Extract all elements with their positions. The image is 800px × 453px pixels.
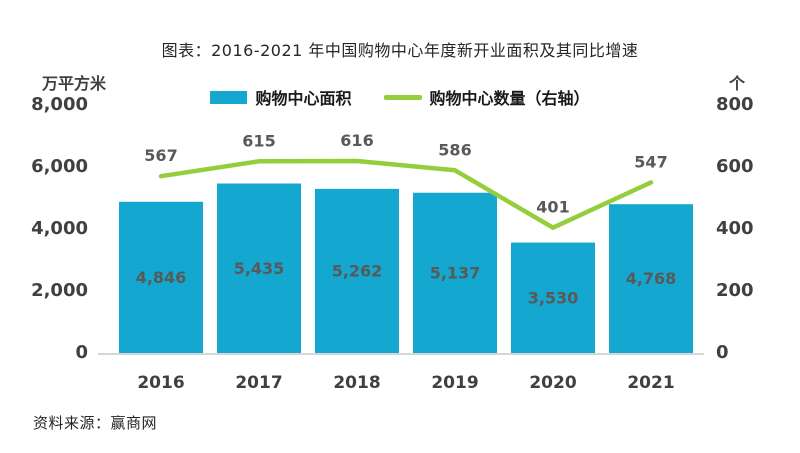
line-value-label: 586 — [438, 140, 471, 159]
bar-value-label: 5,435 — [234, 259, 285, 278]
legend-bar-swatch-icon — [210, 90, 248, 104]
bar-value-label: 4,846 — [136, 268, 187, 287]
left-axis-tick: 0 — [75, 342, 88, 363]
bar-value-label: 4,768 — [626, 269, 677, 288]
legend-label-count: 购物中心数量（右轴） — [429, 89, 590, 108]
bar-2018 — [315, 188, 399, 353]
bar-2019 — [413, 192, 497, 353]
left-axis-tick: 8,000 — [31, 94, 88, 115]
year-label-2016: 2016 — [137, 373, 184, 393]
legend: 购物中心面积 购物中心数量（右轴） — [0, 85, 800, 109]
legend-line-swatch-icon — [383, 94, 422, 100]
line-value-label: 547 — [634, 152, 667, 171]
right-axis-tick: 600 — [716, 156, 754, 177]
line-value-label: 567 — [144, 146, 177, 165]
legend-item-area: 购物中心面积 — [210, 85, 352, 109]
left-axis-tick: 6,000 — [31, 156, 88, 177]
bar-value-label: 5,262 — [332, 261, 383, 280]
bar-value-label: 5,137 — [430, 263, 481, 282]
legend-label-area: 购物中心面积 — [255, 89, 352, 108]
count-line — [158, 158, 654, 230]
year-label-2018: 2018 — [333, 373, 380, 393]
year-label-2021: 2021 — [627, 373, 674, 393]
year-label-2020: 2020 — [529, 373, 576, 393]
bar-value-label: 3,530 — [528, 288, 579, 307]
right-axis-unit: 个 — [729, 74, 746, 93]
line-value-label: 401 — [536, 198, 569, 217]
right-axis-tick: 800 — [716, 94, 754, 115]
year-label-2019: 2019 — [431, 373, 478, 393]
bar-2017 — [217, 183, 301, 353]
source-note: 资料来源：赢商网 — [33, 414, 158, 432]
bar-2016 — [119, 201, 203, 353]
bar-2021 — [609, 204, 693, 353]
right-axis-tick: 0 — [716, 342, 729, 363]
right-axis-tick: 200 — [716, 280, 754, 301]
bar-2020 — [511, 242, 595, 353]
chart-title: 图表：2016-2021 年中国购物中心年度新开业面积及其同比增速 — [161, 41, 639, 60]
legend-item-count: 购物中心数量（右轴） — [383, 85, 590, 109]
left-axis-unit: 万平方米 — [42, 74, 107, 93]
line-value-label: 615 — [242, 131, 275, 150]
line-value-label: 616 — [340, 131, 373, 150]
left-axis-tick: 4,000 — [31, 218, 88, 239]
left-axis-tick: 2,000 — [31, 280, 88, 301]
year-label-2017: 2017 — [235, 373, 282, 393]
right-axis-tick: 400 — [716, 218, 754, 239]
